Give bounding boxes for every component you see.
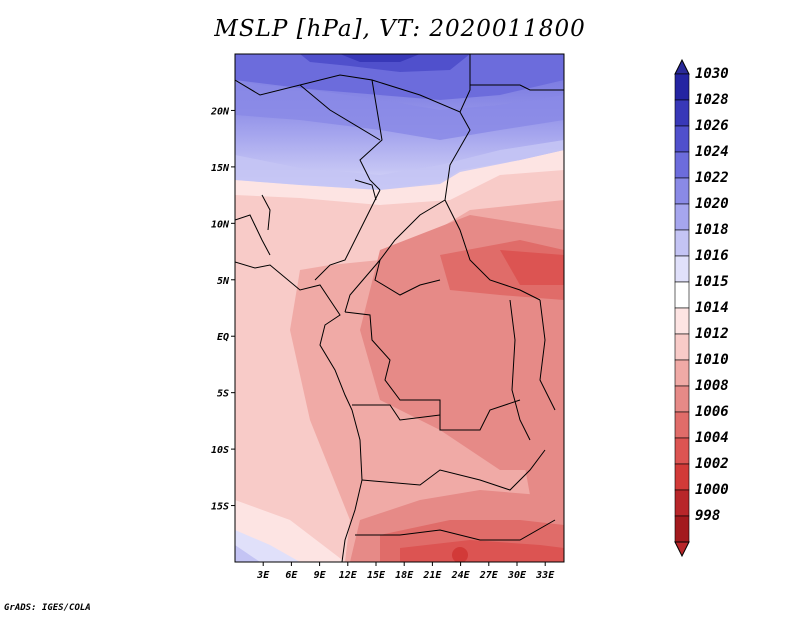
y-tick-label: EQ bbox=[217, 332, 229, 343]
colorbar-swatch bbox=[674, 177, 690, 205]
colorbar-swatch bbox=[674, 203, 690, 231]
x-axis: 3E 6E 9E 12E 15E 18E 21E 24E 27E 30E 33E bbox=[256, 562, 555, 581]
y-tick-label: 10N bbox=[211, 219, 230, 230]
colorbar-swatch bbox=[674, 515, 690, 543]
x-tick-label: 27E bbox=[479, 570, 499, 581]
y-tick-label: 5S bbox=[217, 389, 229, 400]
x-tick-label: 24E bbox=[451, 570, 471, 581]
y-tick-label: 15S bbox=[211, 502, 229, 513]
colorbar-label: 1024 bbox=[695, 144, 729, 160]
x-tick-label: 33E bbox=[535, 570, 555, 581]
y-tick-label: 15N bbox=[211, 163, 230, 174]
colorbar-label: 1015 bbox=[695, 274, 729, 290]
y-tick-label: 5N bbox=[217, 276, 230, 287]
colorbar: 1030 1028 1026 1024 1022 1020 1018 1016 1015 1014… bbox=[674, 58, 729, 558]
colorbar-label: 1000 bbox=[695, 482, 729, 498]
pressure-field bbox=[235, 54, 564, 562]
colorbar-label: 1020 bbox=[695, 196, 729, 212]
colorbar-label: 1030 bbox=[695, 66, 729, 82]
colorbar-label: 1008 bbox=[695, 378, 729, 394]
colorbar-label: 1006 bbox=[695, 404, 729, 420]
colorbar-label: 1010 bbox=[695, 352, 729, 368]
colorbar-swatch bbox=[674, 437, 690, 465]
colorbar-swatch bbox=[674, 151, 690, 179]
x-tick-label: 12E bbox=[339, 570, 358, 581]
colorbar-label: 1002 bbox=[695, 456, 729, 472]
colorbar-swatch bbox=[674, 255, 690, 283]
colorbar-label: 1012 bbox=[695, 326, 729, 342]
colorbar-swatch bbox=[674, 307, 690, 335]
colorbar-swatch bbox=[674, 125, 690, 153]
colorbar-label: 1018 bbox=[695, 222, 729, 238]
colorbar-swatch bbox=[674, 385, 690, 413]
colorbar-swatch bbox=[674, 411, 690, 439]
y-tick-label: 10S bbox=[211, 445, 229, 456]
colorbar-label: 1028 bbox=[695, 92, 729, 108]
x-tick-label: 6E bbox=[285, 570, 298, 581]
x-tick-label: 30E bbox=[507, 570, 527, 581]
colorbar-label: 1004 bbox=[695, 430, 729, 446]
colorbar-swatch bbox=[674, 359, 690, 387]
credit-label: GrADS: IGES/COLA bbox=[4, 603, 91, 613]
x-tick-label: 9E bbox=[314, 570, 327, 581]
colorbar-label: 998 bbox=[695, 508, 720, 524]
map-frame bbox=[234, 53, 565, 563]
colorbar-label: 1014 bbox=[695, 300, 729, 316]
x-tick-label: 18E bbox=[395, 570, 414, 581]
colorbar-label: 1016 bbox=[695, 248, 729, 264]
colorbar-label: 1026 bbox=[695, 118, 729, 134]
y-tick-label: 20N bbox=[210, 106, 230, 117]
colorbar-swatch bbox=[674, 463, 690, 491]
colorbar-swatch bbox=[674, 489, 690, 517]
colorbar-swatch bbox=[674, 99, 690, 127]
colorbar-min-cap bbox=[674, 541, 690, 558]
colorbar-swatch bbox=[674, 281, 690, 309]
colorbar-max-cap bbox=[674, 58, 690, 75]
chart-title: MSLP [hPa], VT: 2020011800 bbox=[214, 16, 586, 42]
colorbar-label: 1022 bbox=[695, 170, 729, 186]
x-tick-label: 15E bbox=[367, 570, 386, 581]
y-axis: 20N 15N 10N 5N EQ 5S 10S 15S bbox=[210, 106, 235, 513]
x-tick-label: 21E bbox=[422, 570, 442, 581]
colorbar-swatch bbox=[674, 73, 690, 101]
colorbar-swatch bbox=[674, 333, 690, 361]
colorbar-swatch bbox=[674, 229, 690, 257]
x-tick-label: 3E bbox=[256, 570, 270, 581]
